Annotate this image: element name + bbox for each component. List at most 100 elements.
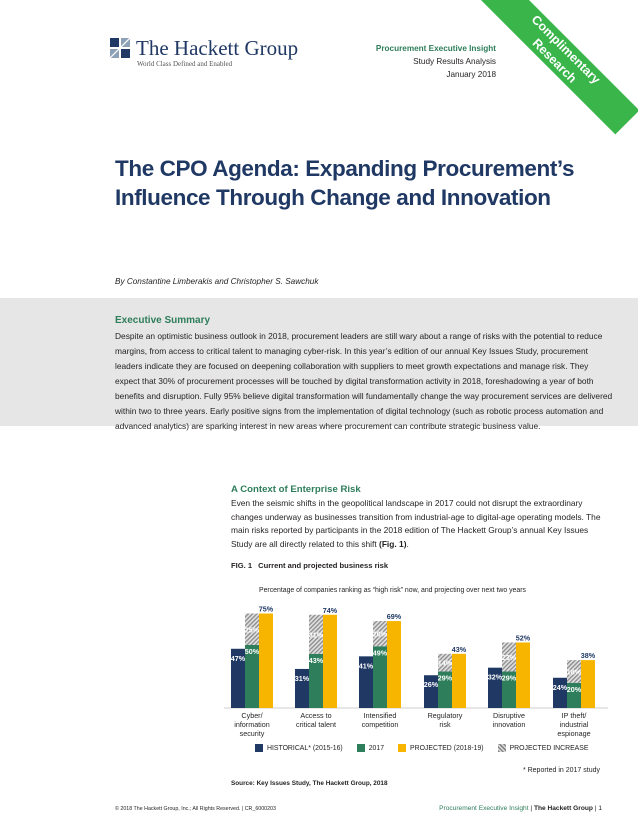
category-label: industrial <box>560 720 589 729</box>
bar-historical <box>488 667 502 708</box>
figure-title: Current and projected business risk <box>258 561 389 570</box>
category-label: Intensified <box>364 711 397 720</box>
category-label: competition <box>362 720 399 729</box>
data-label-projected: 38% <box>581 651 596 660</box>
bar-historical <box>295 668 309 708</box>
category-label: IP theft/ <box>562 711 587 720</box>
data-label-increase: 25% <box>245 625 260 634</box>
legend-swatch-historical <box>255 744 263 752</box>
data-label-2017: 50% <box>245 647 260 656</box>
category-label: Disruptive <box>493 711 525 720</box>
context-body: Even the seismic shifts in the geopoliti… <box>231 497 606 551</box>
legend-projected-label: PROJECTED (2018-19) <box>410 744 484 752</box>
footer-series: Procurement Executive Insight <box>439 805 529 812</box>
data-label-historical: 41% <box>359 661 374 670</box>
hackett-logo-icon <box>110 38 130 58</box>
legend-projected: PROJECTED (2018-19) <box>398 744 484 752</box>
data-label-increase: 23% <box>502 653 517 662</box>
data-label-increase: 18% <box>567 667 582 676</box>
executive-summary-body: Despite an optimistic business outlook i… <box>115 331 613 431</box>
legend-historical: HISTORICAL* (2015-16) <box>255 744 343 752</box>
bar-projected-increase <box>502 642 516 672</box>
chart-footnote: * Reported in 2017 study <box>522 767 600 774</box>
executive-summary-heading: Executive Summary <box>115 315 211 326</box>
data-label-2017: 20% <box>567 685 582 694</box>
legend-increase: PROJECTED INCREASE <box>497 744 589 752</box>
bar-projected-increase <box>245 613 259 645</box>
bar-projected <box>259 613 273 708</box>
category-label: espionage <box>557 729 590 738</box>
category-label: risk <box>439 720 451 729</box>
bar-2017 <box>309 653 323 708</box>
data-label-increase: 20% <box>373 630 388 639</box>
executive-summary: Executive Summary Despite an optimistic … <box>0 298 638 431</box>
context-tail: . <box>406 538 409 549</box>
bar-2017 <box>373 646 387 708</box>
bar-projected <box>323 614 337 708</box>
data-label-increase: 14% <box>438 659 453 668</box>
bar-historical <box>424 675 438 708</box>
data-label-2017: 43% <box>309 656 324 665</box>
logo-tagline: World Class Defined and Enabled <box>137 60 233 68</box>
data-label-projected: 52% <box>516 633 531 642</box>
bar-2017 <box>245 645 259 708</box>
figure-reference[interactable]: (Fig. 1) <box>379 538 407 549</box>
category-label: Cyber/ <box>241 711 262 720</box>
footer-separator: | <box>594 805 599 812</box>
bar-projected-increase <box>373 621 387 647</box>
page-footer: Procurement Executive Insight | The Hack… <box>439 805 602 812</box>
logo-name: The Hackett Group <box>136 36 299 60</box>
data-label-2017: 49% <box>373 648 388 657</box>
bar-projected-increase <box>438 653 452 672</box>
publication-date: January 2018 <box>446 70 496 79</box>
legend-2017-label: 2017 <box>368 744 385 752</box>
copyright: © 2018 The Hackett Group, Inc.; All Righ… <box>115 806 276 812</box>
footer-separator: | <box>530 805 534 812</box>
bar-2017 <box>502 671 516 708</box>
data-label-historical: 26% <box>424 680 439 689</box>
bar-projected <box>581 660 595 708</box>
category-label: security <box>240 729 265 738</box>
bar-projected-increase <box>567 660 581 683</box>
bar-projected <box>387 621 401 708</box>
bar-projected <box>516 642 530 708</box>
publication-series: Procurement Executive Insight <box>375 44 496 53</box>
context-heading: A Context of Enterprise Risk <box>231 484 361 495</box>
legend-historical-label: HISTORICAL* (2015-16) <box>267 744 343 752</box>
data-label-projected: 75% <box>259 605 274 614</box>
data-label-projected: 43% <box>452 645 467 654</box>
context-text: Even the seismic shifts in the geopoliti… <box>231 498 601 549</box>
data-label-projected: 69% <box>387 612 402 621</box>
data-label-increase: 31% <box>309 630 324 639</box>
figure-caption: FIG. 1 Current and projected business ris… <box>231 561 388 570</box>
title-line-2: Influence Through Change and Innovation <box>115 185 551 210</box>
complimentary-research-ribbon: Complimentary Research <box>480 0 638 135</box>
category-label: Access to <box>300 711 331 720</box>
data-label-projected: 74% <box>323 606 338 615</box>
bar-historical <box>553 677 567 708</box>
bar-2017 <box>567 682 581 708</box>
legend-swatch-increase <box>497 744 506 752</box>
data-label-2017: 29% <box>502 673 517 682</box>
legend-increase-label: PROJECTED INCREASE <box>509 744 589 752</box>
legend-2017: 2017 <box>356 744 385 752</box>
data-label-2017: 29% <box>438 673 453 682</box>
legend-swatch-projected <box>398 744 407 752</box>
title-line-1: The CPO Agenda: Expanding Procurement’s <box>115 156 575 181</box>
chart-legend: HISTORICAL* (2015-16) 2017 PROJECTED (20… <box>255 744 602 752</box>
bar-projected-increase <box>309 614 323 654</box>
page-title: The CPO Agenda: Expanding Procurement’s … <box>115 154 615 212</box>
category-label: Regulatory <box>428 711 463 720</box>
category-label: critical talent <box>296 720 336 729</box>
data-label-historical: 47% <box>231 654 246 663</box>
chart-source: Source: Key Issues Study, The Hackett Gr… <box>231 780 388 787</box>
legend-swatch-2017 <box>356 744 365 752</box>
category-label: information <box>234 720 270 729</box>
category-label: innovation <box>493 720 526 729</box>
ribbon-line-2: Research <box>529 35 580 86</box>
page-number: 1 <box>598 805 602 812</box>
bar-historical <box>231 648 245 708</box>
data-label-historical: 32% <box>488 673 503 682</box>
publication-info: Procurement Executive Insight Study Resu… <box>376 42 496 81</box>
figure-label: FIG. 1 <box>231 561 253 570</box>
